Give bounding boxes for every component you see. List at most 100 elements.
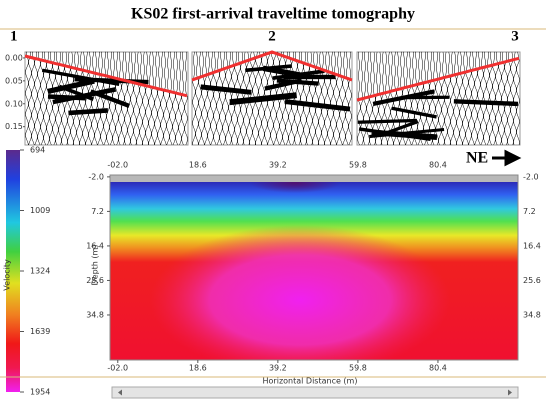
panel-label: 3 — [511, 28, 519, 44]
colorbar-tick-label: 694 — [30, 146, 45, 155]
first-arrival — [24, 54, 188, 98]
event — [47, 78, 95, 95]
seismic-panels — [24, 50, 521, 146]
trace — [345, 51, 349, 146]
trace — [198, 51, 202, 146]
y-tick-label: -2.0 — [523, 172, 539, 181]
trace — [43, 51, 47, 146]
trace — [474, 51, 478, 146]
trace — [480, 51, 484, 146]
y-tick-label: 25.6 — [86, 276, 104, 285]
trace — [112, 51, 116, 146]
direction: NE — [466, 150, 488, 167]
event — [453, 99, 519, 107]
event — [358, 127, 431, 141]
trace — [513, 51, 517, 146]
trace — [300, 51, 304, 146]
arrow — [492, 149, 522, 167]
trace — [157, 51, 161, 146]
trace — [225, 51, 229, 146]
event — [200, 84, 252, 95]
trace — [471, 51, 475, 146]
trace — [477, 51, 481, 146]
trace — [166, 51, 170, 146]
trace — [154, 51, 158, 146]
trace — [163, 51, 167, 146]
trace — [318, 51, 322, 146]
x-tick-label: 18.6 — [189, 364, 207, 373]
trace — [216, 51, 220, 146]
trace — [387, 51, 391, 146]
x-tick-label: 80.4 — [429, 364, 447, 373]
x-tick-label: 59.8 — [349, 161, 367, 170]
trace — [453, 51, 457, 146]
x-axis-label: Horizontal Distance (m) — [263, 377, 358, 386]
trace — [339, 51, 343, 146]
tomogram-frame — [109, 174, 519, 361]
y-tick-label: 0.10 — [5, 99, 23, 108]
title: KS02 first-arrival traveltime tomography — [131, 6, 415, 23]
trace — [210, 51, 214, 146]
trace — [130, 51, 134, 146]
y-tick-label: 0.00 — [5, 53, 23, 62]
colorbar-label: Velocity — [3, 259, 12, 291]
event — [372, 89, 435, 106]
trace — [139, 51, 143, 146]
colorbar-tick-label: 1954 — [30, 388, 50, 397]
event — [284, 99, 351, 112]
trace — [465, 51, 469, 146]
trace — [381, 51, 385, 146]
trace — [204, 51, 208, 146]
x-tick-label: 39.2 — [269, 364, 287, 373]
x-tick-label: 18.6 — [189, 161, 207, 170]
event — [58, 84, 95, 101]
trace — [378, 51, 382, 146]
first-arrival — [191, 50, 353, 82]
event — [68, 108, 109, 116]
event — [264, 78, 303, 91]
trace — [142, 51, 146, 146]
event — [41, 68, 120, 86]
trace — [315, 51, 319, 146]
trace — [201, 51, 205, 146]
panel-label: 1 — [10, 28, 18, 44]
y-tick-label: 25.6 — [523, 276, 541, 285]
event — [245, 64, 292, 73]
y-tick-label: 16.4 — [86, 241, 104, 250]
trace — [246, 51, 250, 146]
event — [357, 118, 418, 124]
trace — [501, 51, 505, 146]
trace — [169, 51, 173, 146]
scrollbar[interactable] — [111, 386, 519, 399]
x-tick-label: 80.4 — [429, 161, 447, 170]
trace — [207, 51, 211, 146]
trace — [91, 51, 95, 146]
trace — [94, 51, 98, 146]
trace — [249, 51, 253, 146]
trace — [303, 51, 307, 146]
trace — [136, 51, 140, 146]
trace — [336, 51, 340, 146]
colorbar-tick-label: 1639 — [30, 327, 50, 336]
trace — [192, 51, 196, 146]
trace — [213, 51, 217, 146]
trace — [175, 51, 179, 146]
trace — [342, 51, 346, 146]
tomogram-band — [110, 175, 518, 182]
y-axis-label: Depth (m) — [91, 245, 100, 286]
trace — [483, 51, 487, 146]
trace — [384, 51, 388, 146]
y-tick-label: 16.4 — [523, 241, 541, 250]
trace — [456, 51, 460, 146]
y-tick-label: 7.2 — [523, 207, 536, 216]
trace — [462, 51, 466, 146]
trace — [127, 51, 131, 146]
trace — [504, 51, 508, 146]
y-tick-label: -2.0 — [88, 172, 104, 181]
colorbar — [6, 150, 20, 392]
trace — [447, 51, 451, 146]
trace — [243, 51, 247, 146]
trace — [172, 51, 176, 146]
trace — [348, 51, 352, 146]
